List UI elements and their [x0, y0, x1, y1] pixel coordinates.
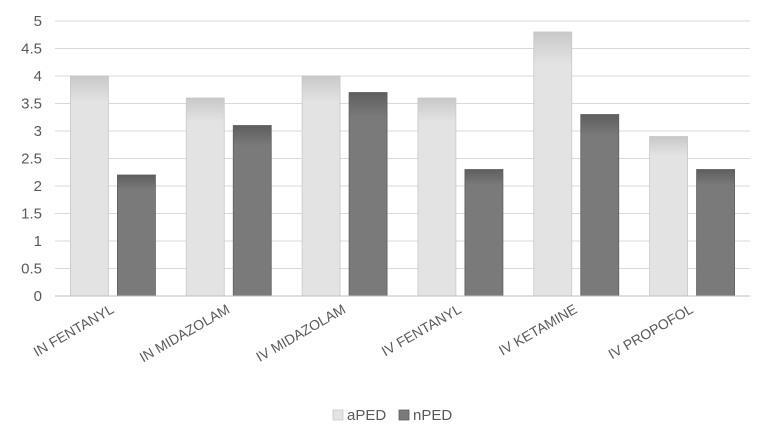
bar-aped: [301, 75, 341, 297]
bars: [70, 31, 735, 297]
y-tick-label: 0: [34, 288, 42, 305]
bar-aped: [649, 136, 688, 297]
bar-nped: [696, 169, 735, 297]
y-tick-label: 2: [34, 178, 42, 195]
bar-aped: [533, 31, 573, 297]
y-tick-label: 4.5: [21, 41, 42, 58]
bar-nped: [232, 125, 272, 297]
y-tick-label: 5: [34, 13, 42, 30]
bar-nped: [117, 174, 156, 297]
x-category-label: IV MIDAZOLAM: [253, 301, 348, 365]
x-axis-categories: IN FENTANYL IN MIDAZOLAM IV MIDAZOLAM IV FE…: [30, 301, 695, 366]
y-tick-label: 3.5: [21, 96, 42, 113]
y-tick-label: 3: [34, 123, 42, 140]
bar-nped: [348, 92, 388, 297]
legend-swatch-aped: [332, 409, 344, 421]
gridlines: [55, 20, 750, 269]
bar-nped: [580, 114, 620, 297]
x-category-label: IN FENTANYL: [30, 301, 116, 360]
y-tick-label: 2.5: [21, 151, 42, 168]
bar-nped: [464, 169, 504, 297]
y-tick-label: 1.5: [21, 206, 42, 223]
y-axis-ticks: 0 0.5 1 1.5 2 2.5 3 3.5 4 4.5 5: [21, 13, 42, 305]
bar-aped: [70, 75, 109, 297]
y-tick-label: 4: [34, 68, 42, 85]
legend-swatch-nped: [398, 409, 410, 421]
x-category-label: IV KETAMINE: [496, 301, 580, 359]
legend: aPED nPED: [332, 407, 452, 424]
y-tick-label: 0.5: [21, 261, 42, 278]
x-category-label: IV FENTANYL: [379, 301, 464, 360]
x-category-label: IV PROPOFOL: [605, 301, 695, 362]
legend-label: aPED: [347, 407, 386, 424]
bar-aped: [185, 97, 225, 297]
bar-aped: [417, 97, 457, 297]
x-category-label: IN MIDAZOLAM: [137, 301, 233, 365]
y-tick-label: 1: [34, 233, 42, 250]
legend-label: nPED: [413, 407, 452, 424]
